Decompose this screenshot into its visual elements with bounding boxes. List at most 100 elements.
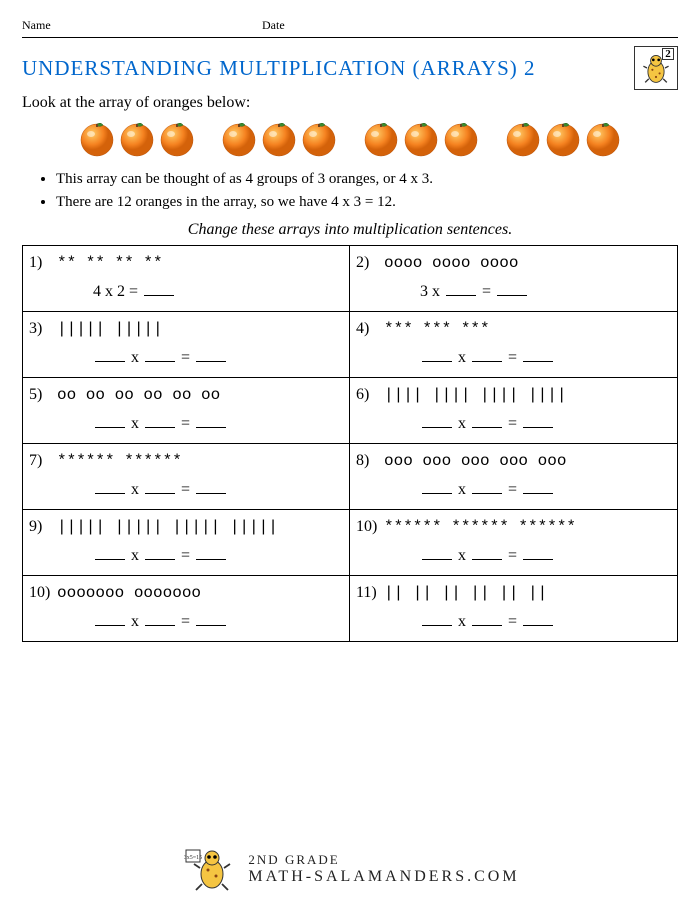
title-row: UNDERSTANDING MULTIPLICATION (ARRAYS) 2 … (22, 46, 678, 90)
equation-text: x (127, 415, 143, 432)
orange-icon (299, 118, 339, 158)
equation-text: = (504, 481, 521, 498)
equation-text: = (504, 613, 521, 630)
equation-text: 4 (93, 283, 101, 300)
problem-number: 7) (29, 452, 57, 470)
bullet-item: There are 12 oranges in the array, so we… (56, 191, 678, 214)
equation-line: x = (93, 546, 343, 565)
answer-blank[interactable] (196, 414, 226, 428)
orange-icon (117, 118, 157, 158)
equation-line: x = (93, 612, 343, 631)
answer-blank[interactable] (446, 282, 476, 296)
answer-blank[interactable] (472, 414, 502, 428)
answer-blank[interactable] (472, 546, 502, 560)
answer-blank[interactable] (472, 348, 502, 362)
answer-blank[interactable] (422, 414, 452, 428)
equation-text: = (125, 283, 142, 300)
answer-blank[interactable] (523, 480, 553, 494)
equation-text: x (454, 349, 470, 366)
answer-blank[interactable] (497, 282, 527, 296)
problem-cell: 11)|| || || || || || x = (350, 576, 677, 641)
array-display: ||||| ||||| ||||| ||||| (57, 518, 278, 536)
equation-text: x (101, 283, 117, 300)
equation-text: x (127, 547, 143, 564)
equation-line: 4 x 2 = (93, 282, 343, 301)
answer-blank[interactable] (196, 348, 226, 362)
problem-cell: 8)ooo ooo ooo ooo ooo x = (350, 444, 677, 509)
array-display: || || || || || || (384, 584, 547, 602)
answer-blank[interactable] (95, 348, 125, 362)
answer-blank[interactable] (523, 612, 553, 626)
problem-number: 8) (356, 452, 384, 470)
equation-line: x = (93, 348, 343, 367)
orange-icon (157, 118, 197, 158)
problem-number: 3) (29, 320, 57, 338)
equation-text: = (177, 349, 194, 366)
orange-icon (259, 118, 299, 158)
orange-icon (503, 118, 543, 158)
problem-number: 4) (356, 320, 384, 338)
equation-text: x (454, 613, 470, 630)
orange-icon (441, 118, 481, 158)
orange-icon (583, 118, 623, 158)
array-display: oooo oooo oooo (384, 254, 518, 272)
footer-grade: 2ND GRADE (248, 852, 519, 868)
problem-cell: 3)||||| ||||| x = (23, 312, 350, 377)
answer-blank[interactable] (145, 612, 175, 626)
equation-text: = (177, 481, 194, 498)
footer-site: MATH-SALAMANDERS.COM (248, 868, 519, 886)
answer-blank[interactable] (95, 480, 125, 494)
problem-cell: 10)****** ****** ****** x = (350, 510, 677, 575)
problem-cell: 5)oo oo oo oo oo oo x = (23, 378, 350, 443)
answer-blank[interactable] (196, 546, 226, 560)
equation-line: x = (420, 546, 671, 565)
date-label: Date (262, 18, 285, 37)
answer-blank[interactable] (422, 612, 452, 626)
equation-text: = (177, 415, 194, 432)
orange-icon (401, 118, 441, 158)
equation-line: x = (93, 480, 343, 499)
problem-number: 10) (29, 584, 57, 602)
equation-text: x (127, 613, 143, 630)
answer-blank[interactable] (472, 480, 502, 494)
grade-badge: 2 (634, 46, 678, 90)
footer-salamander-icon: 3x5=15 (180, 846, 240, 892)
problem-number: 1) (29, 254, 57, 272)
orange-icon (361, 118, 401, 158)
problem-number: 5) (29, 386, 57, 404)
answer-blank[interactable] (196, 480, 226, 494)
grid-row: 10)ooooooo ooooooo x = 11)|| || || || ||… (23, 576, 677, 641)
answer-blank[interactable] (144, 282, 174, 296)
answer-blank[interactable] (523, 348, 553, 362)
answer-blank[interactable] (95, 546, 125, 560)
bullet-item: This array can be thought of as 4 groups… (56, 168, 678, 191)
answer-blank[interactable] (422, 348, 452, 362)
answer-blank[interactable] (422, 546, 452, 560)
problem-cell: 2)oooo oooo oooo 3 x = (350, 246, 677, 311)
answer-blank[interactable] (145, 348, 175, 362)
oranges-array (22, 118, 678, 158)
array-display: oo oo oo oo oo oo (57, 386, 220, 404)
grid-row: 7)****** ****** x = 8)ooo ooo ooo ooo oo… (23, 444, 677, 510)
problem-cell: 1)** ** ** **4 x 2 = (23, 246, 350, 311)
grid-row: 9)||||| ||||| ||||| ||||| x = 10)****** … (23, 510, 677, 576)
equation-line: 3 x = (420, 282, 671, 301)
answer-blank[interactable] (523, 414, 553, 428)
answer-blank[interactable] (472, 612, 502, 626)
grade-number: 2 (662, 48, 674, 60)
problem-number: 2) (356, 254, 384, 272)
problem-cell: 9)||||| ||||| ||||| ||||| x = (23, 510, 350, 575)
orange-icon (77, 118, 117, 158)
equation-text: x (454, 415, 470, 432)
worksheet-title: UNDERSTANDING MULTIPLICATION (ARRAYS) 2 (22, 56, 634, 81)
answer-blank[interactable] (95, 414, 125, 428)
array-display: ||||| ||||| (57, 320, 163, 338)
answer-blank[interactable] (145, 546, 175, 560)
answer-blank[interactable] (95, 612, 125, 626)
answer-blank[interactable] (196, 612, 226, 626)
answer-blank[interactable] (422, 480, 452, 494)
answer-blank[interactable] (145, 414, 175, 428)
equation-text: 2 (117, 283, 125, 300)
answer-blank[interactable] (145, 480, 175, 494)
answer-blank[interactable] (523, 546, 553, 560)
